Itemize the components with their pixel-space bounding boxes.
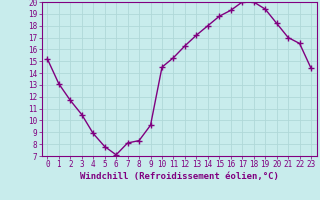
X-axis label: Windchill (Refroidissement éolien,°C): Windchill (Refroidissement éolien,°C): [80, 172, 279, 181]
